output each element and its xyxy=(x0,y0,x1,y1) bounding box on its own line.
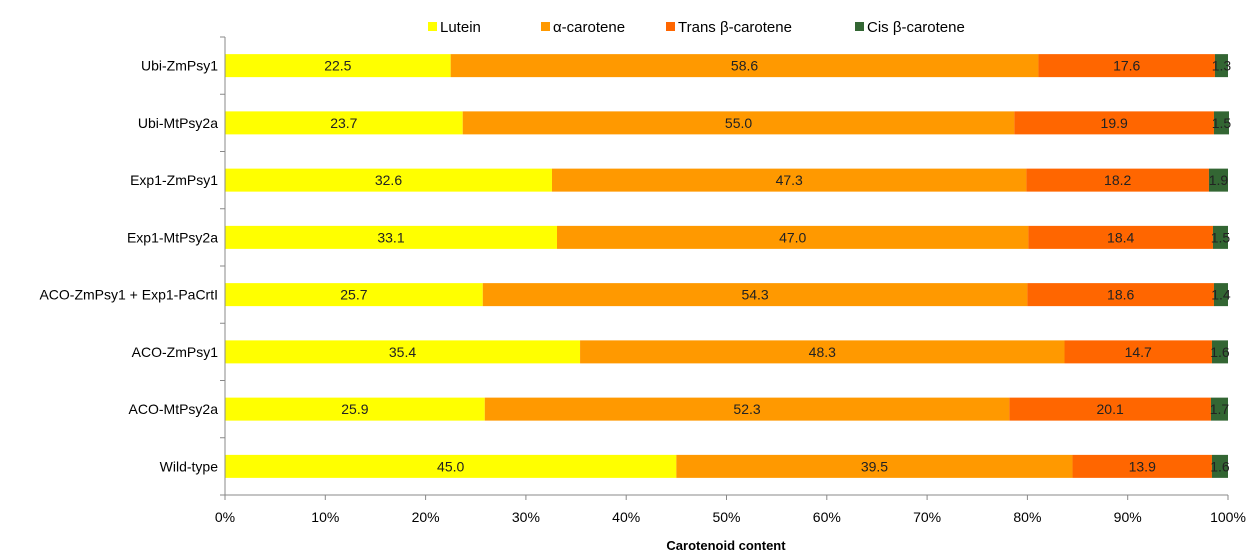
legend-swatch-cis-carotene xyxy=(855,22,864,31)
category-label-exp1-zmpsy1: Exp1-ZmPsy1 xyxy=(130,172,218,188)
bar-carotene-exp1-zmpsy1 xyxy=(551,168,1027,192)
x-tick-label: 40% xyxy=(612,509,640,525)
data-label-carotene-ubi-mtpsy2a: 55.0 xyxy=(725,115,752,131)
data-label-cis-carotene-aco-mtpsy2a: 1.7 xyxy=(1210,401,1230,417)
data-label-lutein-aco-mtpsy2a: 25.9 xyxy=(341,401,368,417)
data-label-cis-carotene-aco-zmpsy1: 1.6 xyxy=(1210,344,1230,360)
legend-label-cis-carotene: Cis β-carotene xyxy=(867,19,965,36)
legend-swatch-lutein xyxy=(428,22,437,31)
data-label-cis-carotene-aco-zmpsy1-exp1-pacrti: 1.4 xyxy=(1211,287,1231,303)
data-label-trans-carotene-ubi-mtpsy2a: 19.9 xyxy=(1101,115,1128,131)
category-label-aco-zmpsy1-exp1-pacrti: ACO-ZmPsy1 + Exp1-PaCrtI xyxy=(39,287,218,303)
data-label-cis-carotene-exp1-zmpsy1: 1.9 xyxy=(1209,172,1229,188)
x-tick-label: 90% xyxy=(1114,509,1142,525)
legend-label-carotene: α-carotene xyxy=(553,19,625,36)
bar-lutein-aco-zmpsy1 xyxy=(225,340,581,364)
data-label-cis-carotene-exp1-mtpsy2a: 1.5 xyxy=(1211,229,1231,245)
category-label-ubi-zmpsy1: Ubi-ZmPsy1 xyxy=(141,58,218,74)
data-label-cis-carotene-ubi-zmpsy1: 1.3 xyxy=(1212,58,1232,74)
data-label-lutein-wild-type: 45.0 xyxy=(437,458,464,474)
data-label-lutein-aco-zmpsy1: 35.4 xyxy=(389,344,416,360)
bar-trans-carotene-aco-mtpsy2a xyxy=(1009,397,1211,421)
bar-carotene-exp1-mtpsy2a xyxy=(556,225,1029,249)
axes-group: Ubi-ZmPsy1 Ubi-MtPsy2a Exp1-ZmPsy1 Exp1-MtP… xyxy=(39,36,1246,525)
legend-label-lutein: Lutein xyxy=(440,19,481,36)
category-label-wild-type: Wild-type xyxy=(160,458,219,474)
data-label-trans-carotene-wild-type: 13.9 xyxy=(1129,458,1156,474)
data-label-lutein-exp1-zmpsy1: 32.6 xyxy=(375,172,402,188)
bar-trans-carotene-exp1-zmpsy1 xyxy=(1026,168,1209,192)
data-label-trans-carotene-ubi-zmpsy1: 17.6 xyxy=(1113,58,1140,74)
legend-label-trans-carotene: Trans β-carotene xyxy=(678,19,792,36)
bar-lutein-ubi-mtpsy2a xyxy=(225,111,463,135)
x-tick-label: 20% xyxy=(412,509,440,525)
data-label-trans-carotene-exp1-mtpsy2a: 18.4 xyxy=(1107,229,1134,245)
x-axis-title: Carotenoid content xyxy=(666,538,786,553)
bar-lutein-exp1-zmpsy1 xyxy=(225,168,552,192)
bar-cis-carotene-wild-type xyxy=(1211,454,1228,478)
data-label-carotene-exp1-mtpsy2a: 47.0 xyxy=(779,229,806,245)
legend: Lutein α-carotene Trans β-carotene Cis β-ca… xyxy=(428,19,965,36)
bar-carotene-ubi-mtpsy2a xyxy=(462,111,1015,135)
bar-trans-carotene-ubi-zmpsy1 xyxy=(1038,54,1215,78)
bar-cis-carotene-ubi-zmpsy1 xyxy=(1214,54,1228,78)
bar-lutein-ubi-zmpsy1 xyxy=(225,54,451,78)
data-label-cis-carotene-ubi-mtpsy2a: 1.5 xyxy=(1212,115,1232,131)
legend-swatch-carotene xyxy=(541,22,550,31)
bar-carotene-aco-zmpsy1 xyxy=(580,340,1065,364)
x-tick-label: 50% xyxy=(712,509,740,525)
bar-trans-carotene-wild-type xyxy=(1072,454,1212,478)
data-label-cis-carotene-wild-type: 1.6 xyxy=(1210,458,1230,474)
bar-carotene-aco-mtpsy2a xyxy=(484,397,1010,421)
bar-cis-carotene-aco-zmpsy1 xyxy=(1211,340,1228,364)
data-label-lutein-aco-zmpsy1-exp1-pacrti: 25.7 xyxy=(340,287,367,303)
bars-group: 22.5 58.6 17.6 1.3 23.7 55.0 19.9 1.5 32.6 47.3 18… xyxy=(225,54,1231,478)
bar-cis-carotene-aco-zmpsy1-exp1-pacrti xyxy=(1213,283,1228,307)
bar-trans-carotene-exp1-mtpsy2a xyxy=(1028,225,1213,249)
data-label-lutein-ubi-zmpsy1: 22.5 xyxy=(324,58,351,74)
data-label-trans-carotene-aco-mtpsy2a: 20.1 xyxy=(1097,401,1124,417)
data-label-trans-carotene-exp1-zmpsy1: 18.2 xyxy=(1104,172,1131,188)
bar-lutein-aco-zmpsy1-exp1-pacrti xyxy=(225,283,483,307)
category-label-ubi-mtpsy2a: Ubi-MtPsy2a xyxy=(138,115,218,131)
data-label-carotene-ubi-zmpsy1: 58.6 xyxy=(731,58,758,74)
bar-cis-carotene-ubi-mtpsy2a xyxy=(1213,111,1230,135)
category-label-exp1-mtpsy2a: Exp1-MtPsy2a xyxy=(127,229,218,245)
x-tick-label: 10% xyxy=(311,509,339,525)
bar-lutein-exp1-mtpsy2a xyxy=(225,225,557,249)
bar-cis-carotene-exp1-mtpsy2a xyxy=(1212,225,1228,249)
data-label-carotene-aco-zmpsy1-exp1-pacrti: 54.3 xyxy=(741,287,768,303)
bar-trans-carotene-aco-zmpsy1-exp1-pacrti xyxy=(1027,283,1214,307)
data-label-lutein-ubi-mtpsy2a: 23.7 xyxy=(330,115,357,131)
x-tick-label: 30% xyxy=(512,509,540,525)
category-label-aco-mtpsy2a: ACO-MtPsy2a xyxy=(129,401,219,417)
x-tick-label: 80% xyxy=(1013,509,1041,525)
data-label-trans-carotene-aco-zmpsy1: 14.7 xyxy=(1125,344,1152,360)
bar-trans-carotene-aco-zmpsy1 xyxy=(1064,340,1212,364)
data-label-carotene-wild-type: 39.5 xyxy=(861,458,888,474)
bar-cis-carotene-aco-mtpsy2a xyxy=(1210,397,1228,421)
data-label-carotene-aco-mtpsy2a: 52.3 xyxy=(733,401,760,417)
x-tick-label: 100% xyxy=(1210,509,1246,525)
data-label-lutein-exp1-mtpsy2a: 33.1 xyxy=(377,229,404,245)
category-label-aco-zmpsy1: ACO-ZmPsy1 xyxy=(132,344,219,360)
bar-cis-carotene-exp1-zmpsy1 xyxy=(1208,168,1228,192)
x-tick-label: 0% xyxy=(215,509,235,525)
data-label-trans-carotene-aco-zmpsy1-exp1-pacrti: 18.6 xyxy=(1107,287,1134,303)
x-tick-label: 70% xyxy=(913,509,941,525)
bar-lutein-aco-mtpsy2a xyxy=(225,397,485,421)
bar-carotene-aco-zmpsy1-exp1-pacrti xyxy=(482,283,1028,307)
data-label-carotene-exp1-zmpsy1: 47.3 xyxy=(776,172,803,188)
bar-carotene-wild-type xyxy=(676,454,1073,478)
data-label-carotene-aco-zmpsy1: 48.3 xyxy=(809,344,836,360)
x-tick-label: 60% xyxy=(813,509,841,525)
legend-swatch-trans-carotene xyxy=(666,22,675,31)
bar-trans-carotene-ubi-mtpsy2a xyxy=(1014,111,1214,135)
bar-lutein-wild-type xyxy=(225,454,677,478)
bar-carotene-ubi-zmpsy1 xyxy=(450,54,1039,78)
